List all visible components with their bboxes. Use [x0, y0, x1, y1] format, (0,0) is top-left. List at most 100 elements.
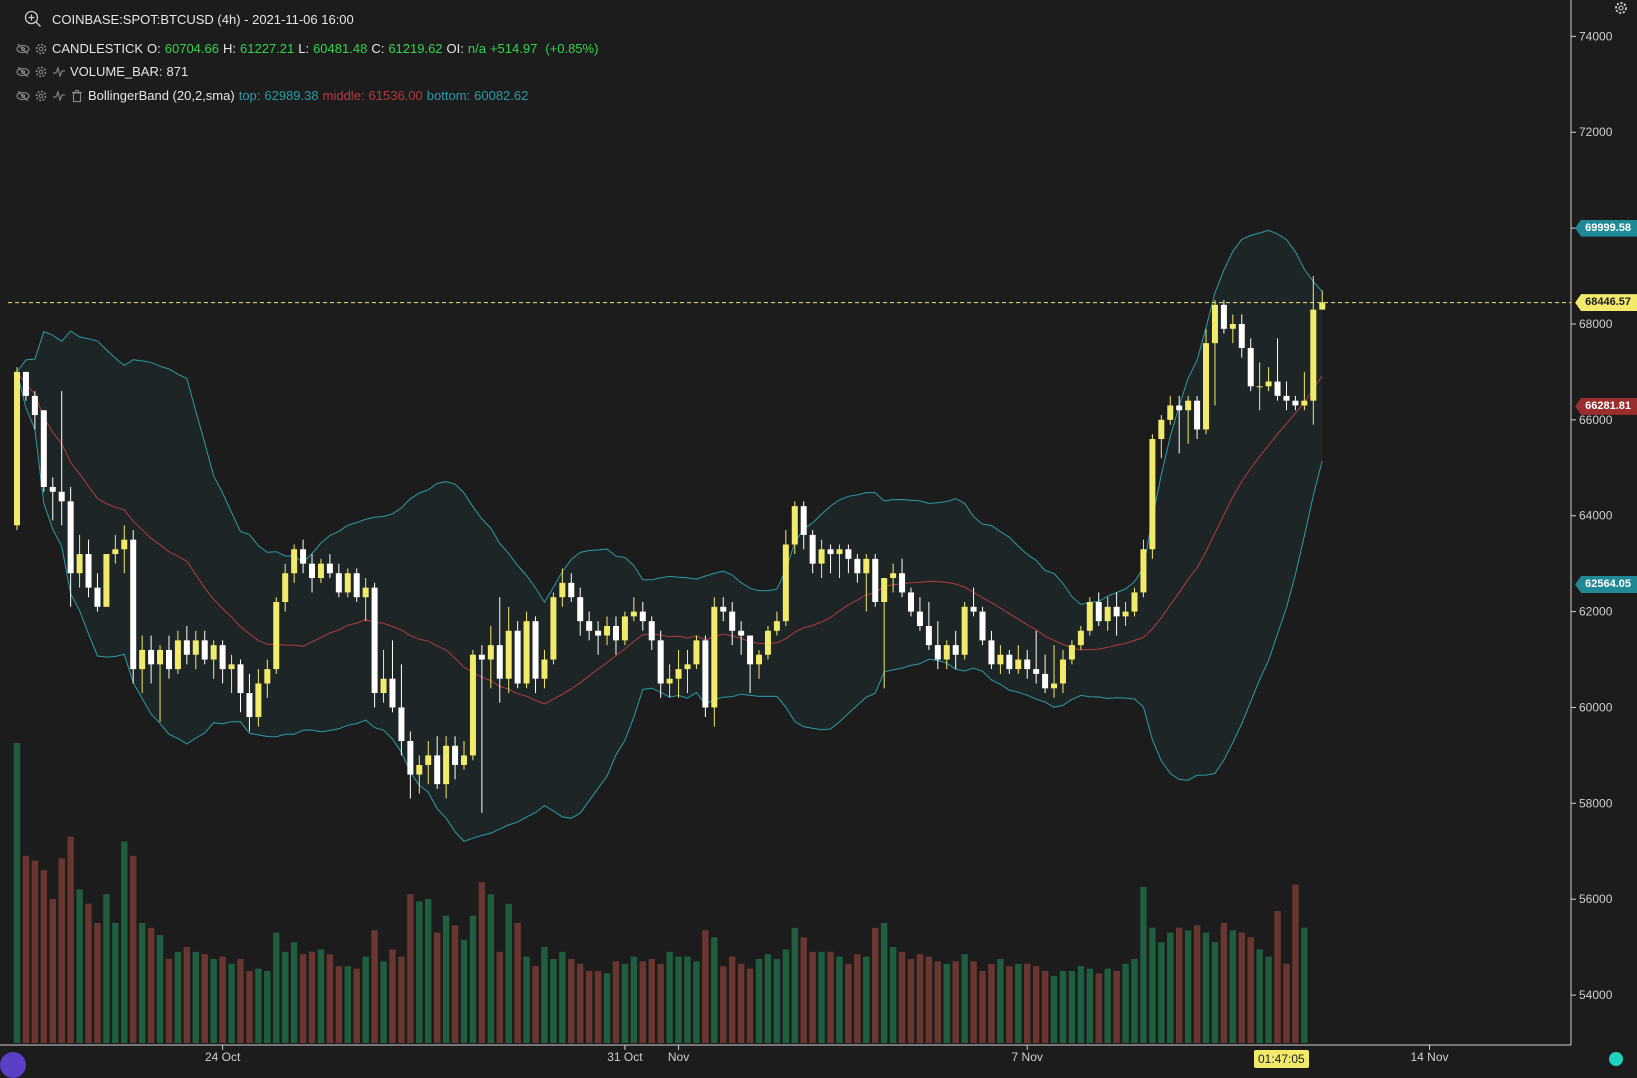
candle-body — [139, 649, 146, 670]
volume-bar — [219, 956, 226, 1043]
candle — [845, 544, 852, 574]
eye-slash-icon[interactable] — [16, 89, 30, 103]
candle — [434, 736, 441, 789]
candle — [1149, 434, 1156, 559]
candle — [1122, 602, 1129, 626]
volume-bar — [31, 860, 39, 1043]
volume-bar — [979, 971, 986, 1043]
candle-body — [1086, 602, 1093, 631]
candle-body — [1024, 659, 1031, 670]
candle-body — [782, 544, 789, 622]
candle-body — [31, 395, 38, 416]
candle — [1176, 395, 1183, 454]
eye-slash-icon[interactable] — [16, 42, 30, 56]
volume-bar — [702, 930, 709, 1043]
pulse-icon[interactable] — [52, 65, 66, 79]
eye-slash-icon[interactable] — [16, 65, 30, 79]
volume-bar — [1184, 930, 1192, 1043]
candle-body — [872, 558, 879, 603]
candle — [103, 554, 110, 607]
candle — [568, 573, 575, 603]
volume-bar — [1220, 923, 1228, 1043]
candle — [425, 741, 432, 785]
candle — [49, 477, 56, 521]
candle-body — [702, 640, 709, 708]
volume-bar — [299, 954, 307, 1043]
candle-body — [335, 573, 342, 593]
candle-body — [157, 649, 164, 665]
candle-body — [210, 645, 217, 660]
band-bottom-label: bottom: — [426, 88, 471, 103]
candle — [523, 611, 530, 689]
candle — [532, 616, 539, 694]
candle — [76, 534, 83, 588]
candle — [1283, 381, 1290, 411]
candle — [1292, 395, 1299, 411]
candle-body — [183, 640, 190, 655]
candle-body — [300, 549, 307, 564]
volume-bar — [505, 903, 512, 1043]
candle-body — [604, 625, 611, 636]
candle — [452, 736, 459, 780]
volume-bar — [648, 959, 655, 1043]
candle — [952, 630, 959, 670]
volume-bar — [290, 942, 298, 1043]
candle-body — [809, 534, 816, 564]
candle-body — [1113, 606, 1120, 617]
candle — [407, 731, 414, 799]
candle — [934, 621, 941, 670]
volume-bar — [1247, 937, 1254, 1043]
volume-bar — [827, 951, 834, 1043]
candle-body — [14, 371, 20, 526]
band-bottom-value: 60082.62 — [474, 88, 529, 103]
volume-bar — [1024, 963, 1031, 1043]
gear-icon[interactable] — [34, 65, 48, 79]
candle — [756, 649, 763, 679]
candle-body — [1015, 659, 1022, 670]
candle-body — [854, 558, 861, 574]
candle-body — [577, 597, 584, 622]
candle — [979, 606, 986, 646]
volume-bar — [541, 947, 548, 1043]
zoom-in-icon[interactable] — [24, 10, 42, 28]
candle — [1167, 395, 1174, 425]
volume-bar — [469, 915, 477, 1043]
candle-body — [371, 587, 378, 694]
volume-bar — [362, 956, 369, 1043]
volume-bar — [1158, 942, 1165, 1043]
volume-value: 871 — [166, 64, 189, 79]
close-label: C: — [371, 41, 385, 56]
volume-bar — [165, 959, 173, 1043]
candle-body — [818, 549, 825, 564]
candle — [1104, 597, 1111, 631]
trash-icon[interactable] — [70, 89, 84, 103]
candle-body — [612, 625, 619, 641]
volume-bar — [1095, 973, 1102, 1043]
gear-icon[interactable] — [34, 42, 48, 56]
pulse-icon[interactable] — [52, 89, 66, 103]
candle — [246, 673, 253, 732]
candle-body — [621, 616, 628, 641]
candle — [237, 659, 244, 713]
candle — [595, 621, 602, 655]
candle-body — [201, 640, 208, 660]
volume-bar — [988, 963, 995, 1043]
settings-gear-icon[interactable] — [1613, 0, 1629, 16]
volume-bar — [67, 836, 74, 1043]
gear-icon[interactable] — [34, 89, 48, 103]
app-logo-icon[interactable] — [0, 1052, 26, 1078]
legend-bollinger-name: BollingerBand (20,2,sma) — [88, 88, 235, 103]
candle-body — [174, 640, 181, 670]
volume-bar — [425, 899, 432, 1043]
volume-bar — [282, 951, 289, 1043]
candle-body — [729, 611, 736, 631]
candle-body — [246, 693, 253, 718]
status-dot-icon[interactable] — [1609, 1052, 1623, 1066]
candle-body — [362, 587, 369, 598]
candle-body — [1185, 400, 1192, 411]
candle-body — [85, 554, 92, 588]
candle-body — [934, 645, 941, 660]
volume-bar — [1265, 956, 1272, 1043]
volume-bar — [1202, 932, 1210, 1043]
